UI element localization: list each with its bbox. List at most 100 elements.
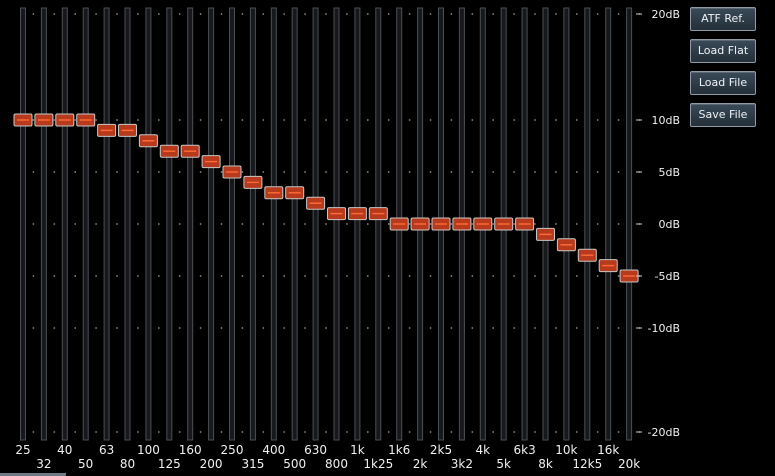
db-label: 20dB [651, 8, 680, 21]
save-file-button[interactable]: Save File [690, 103, 756, 127]
slider-handle[interactable] [515, 217, 535, 231]
slider-track[interactable] [61, 7, 68, 441]
slider-track[interactable] [166, 7, 173, 441]
slider-track[interactable] [82, 7, 89, 441]
frequency-label: 4k [476, 443, 491, 457]
frequency-label: 20k [618, 457, 640, 471]
load-file-button[interactable]: Load File [690, 71, 756, 95]
slider-track[interactable] [542, 7, 549, 441]
slider-track[interactable] [605, 7, 612, 441]
frequency-label: 1k6 [388, 443, 410, 457]
slider-track[interactable] [354, 7, 361, 441]
slider-handle[interactable] [347, 207, 367, 221]
side-button-panel: ATF Ref. Load Flat Load File Save File [690, 7, 757, 135]
frequency-label: 16k [597, 443, 619, 457]
slider-handle[interactable] [598, 259, 618, 273]
frequency-label: 1k [350, 443, 365, 457]
slider-track[interactable] [145, 7, 152, 441]
slider-handle[interactable] [264, 186, 284, 200]
slider-handle[interactable] [389, 217, 409, 231]
grid-dots [32, 13, 641, 433]
db-label: 5dB [658, 166, 680, 179]
slider-handle[interactable] [201, 155, 221, 169]
frequency-label: 2k [413, 457, 428, 471]
slider-track[interactable] [249, 7, 256, 441]
slider-handle[interactable] [410, 217, 430, 231]
frequency-label: 315 [241, 457, 264, 471]
frequency-label: 1k25 [363, 457, 393, 471]
slider-track[interactable] [229, 7, 235, 441]
bottom-tab-indicator [0, 473, 66, 476]
frequency-label: 160 [179, 443, 202, 457]
slider-track[interactable] [20, 7, 26, 441]
frequency-label: 2k5 [430, 443, 452, 457]
slider-handle[interactable] [76, 113, 96, 127]
load-flat-button[interactable]: Load Flat [690, 39, 756, 63]
slider-track[interactable] [626, 7, 633, 441]
slider-handle[interactable] [97, 123, 117, 137]
slider-handle[interactable] [473, 217, 493, 231]
slider-track[interactable] [375, 7, 382, 441]
slider-handle[interactable] [368, 207, 388, 221]
slider-handle[interactable] [619, 269, 639, 283]
db-label: 0dB [658, 218, 680, 231]
slider-track[interactable] [103, 7, 110, 441]
slider-track[interactable] [291, 7, 298, 441]
slider-track[interactable] [124, 7, 131, 441]
frequency-label: 63 [99, 443, 114, 457]
slider-handle[interactable] [138, 134, 158, 148]
db-label: -5dB [655, 270, 681, 283]
db-scale-labels: 20dB 10dB 5dB 0dB -5dB -10dB -20dB [636, 8, 680, 439]
frequency-label: 3k2 [451, 457, 473, 471]
slider-handle[interactable] [180, 144, 200, 158]
frequency-label: 800 [325, 457, 348, 471]
slider-track[interactable] [584, 7, 591, 441]
frequency-label: 32 [36, 457, 51, 471]
slider-handle[interactable] [118, 123, 137, 137]
slider-track[interactable] [208, 7, 215, 441]
slider-handle[interactable] [306, 196, 326, 210]
slider-handle[interactable] [222, 165, 242, 179]
frequency-label: 100 [137, 443, 160, 457]
slider-track[interactable] [187, 7, 194, 441]
frequency-label: 80 [120, 457, 135, 471]
frequency-label: 10k [555, 443, 577, 457]
slider-track[interactable] [563, 7, 570, 441]
frequency-label: 400 [262, 443, 285, 457]
slider-handles [13, 113, 639, 283]
frequency-label: 25 [15, 443, 30, 457]
db-label: 10dB [651, 114, 680, 127]
slider-track[interactable] [312, 7, 319, 441]
frequency-label: 40 [57, 443, 72, 457]
slider-handle[interactable] [34, 113, 54, 127]
slider-handle[interactable] [13, 113, 33, 127]
frequency-label: 8k [538, 457, 553, 471]
slider-handle[interactable] [327, 207, 346, 221]
slider-track[interactable] [40, 7, 47, 441]
frequency-label: 630 [304, 443, 327, 457]
frequency-label: 125 [158, 457, 181, 471]
frequency-label: 5k [496, 457, 511, 471]
slider-handle[interactable] [452, 217, 472, 231]
slider-handle[interactable] [556, 238, 576, 252]
db-label: -20dB [648, 426, 681, 439]
slider-handle[interactable] [243, 175, 263, 189]
frequency-labels: 2532405063801001251602002503154005006308… [15, 443, 640, 471]
slider-track[interactable] [270, 7, 277, 441]
frequency-label: 6k3 [513, 443, 535, 457]
frequency-label: 500 [283, 457, 306, 471]
slider-handle[interactable] [159, 144, 179, 158]
db-label: -10dB [648, 322, 681, 335]
slider-handle[interactable] [431, 217, 451, 231]
slider-handle[interactable] [494, 217, 514, 231]
slider-handle[interactable] [285, 186, 305, 200]
frequency-label: 12k5 [572, 457, 602, 471]
slider-handle[interactable] [577, 248, 597, 262]
slider-handle[interactable] [55, 113, 75, 127]
frequency-label: 50 [78, 457, 93, 471]
slider-handle[interactable] [536, 227, 555, 241]
atf-ref-button[interactable]: ATF Ref. [690, 7, 756, 31]
slider-track[interactable] [333, 7, 340, 441]
frequency-label: 200 [200, 457, 223, 471]
